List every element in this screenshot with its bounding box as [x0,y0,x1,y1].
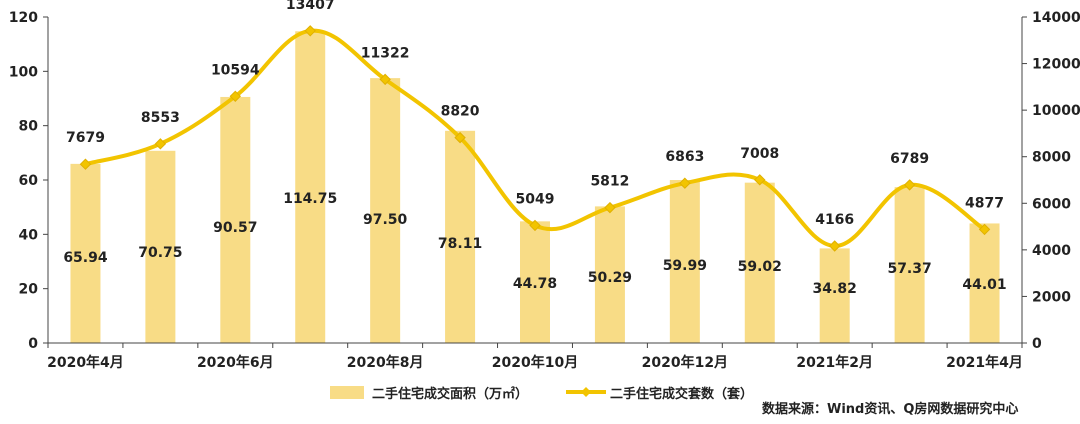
line-point [604,201,616,214]
bar [520,221,550,343]
legend-swatch-bar [330,386,364,399]
line-data-label: 8820 [441,104,480,120]
bar-label-group: 65.94 70.75 90.57 114.75 97.50 78.11 44.78 50.2… [63,191,1006,297]
bar-data-label: 57.37 [887,261,931,277]
x-tick-label: 2020年6月 [197,354,274,371]
y-left-tick-label: 120 [9,10,38,26]
line-data-label: 5812 [590,174,629,190]
line-point [978,223,991,236]
bar-data-label: 34.82 [813,281,857,297]
bar-data-label: 44.78 [513,276,557,292]
y-left-tick-label: 40 [19,227,39,243]
bar-data-label: 114.75 [283,191,337,207]
x-tick-label: 2020年12月 [642,354,728,371]
y-left-tick-label: 20 [19,282,39,298]
x-tick-label: 2020年10月 [492,354,578,371]
line-label-group: 7679 8553 10594 13407 11322 8820 5049 5812 6863 7… [66,0,1004,228]
line-point [229,90,242,103]
y-right-tick-label: 10000 [1032,103,1080,119]
bar [445,130,476,343]
x-tick-label: 2021年4月 [946,354,1023,371]
axes: 0 20 40 60 80 100 120 0 2000 4000 6000 8000 10000 120… [9,10,1080,371]
line-data-label: 4166 [815,212,854,228]
y-right-tick-label: 14000 [1032,10,1080,26]
line-point [79,158,92,170]
bar-data-label: 78.11 [438,236,482,252]
line-data-label: 11322 [361,45,410,61]
line-data-label: 8553 [141,110,180,126]
y-left-tick-label: 100 [9,64,38,80]
y-right-tick-label: 12000 [1032,57,1080,73]
bar [145,150,176,343]
bar [819,248,850,343]
y-left-tick-label: 80 [19,119,39,135]
x-tick-label: 2020年4月 [47,354,124,371]
y-left-tick-label: 0 [28,336,38,352]
legend-label-line: 二手住宅成交套数（套） [610,386,753,402]
y-right-tick-label: 4000 [1032,243,1071,259]
line-data-label: 6863 [665,149,704,165]
source-note: 数据来源：Wind资讯、Q房网数据研究中心 [762,402,1019,417]
bar-data-label: 70.75 [138,245,182,261]
bar [894,187,925,343]
bar-series [70,31,1000,343]
bar [594,206,625,343]
line-data-label: 7008 [740,146,779,162]
line-point [529,219,541,232]
line-data-label: 10594 [211,62,260,78]
bar [669,180,700,343]
line-point [454,131,466,144]
line-point [379,73,391,86]
line-point [754,174,766,186]
y-right-tick-label: 2000 [1032,289,1071,305]
line-point [903,179,916,191]
line-series [79,25,991,252]
y-right-tick-label: 8000 [1032,150,1071,166]
bar [370,78,401,343]
line-data-label: 7679 [66,130,105,146]
bar-data-label: 50.29 [588,270,632,286]
y-right-tick-label: 6000 [1032,196,1071,212]
bar [70,163,101,343]
line-point [154,138,167,150]
line-point [679,177,691,189]
bar [969,223,1000,343]
legend: 二手住宅成交面积（万㎡） 二手住宅成交套数（套） [330,386,753,402]
x-tick-label: 2021年2月 [796,354,873,371]
bar-data-label: 59.02 [738,259,782,275]
line-data-label: 4877 [965,195,1004,211]
bar [744,182,775,343]
line-data-label: 5049 [516,191,555,207]
line-data-label: 6789 [890,151,929,167]
line-point [304,25,316,37]
bar [295,31,326,343]
line-data-label: 13407 [286,0,335,13]
x-tick-label: 2020年8月 [347,354,424,371]
bar-data-label: 59.99 [663,258,707,274]
line-point [828,240,841,252]
legend-label-bar: 二手住宅成交面积（万㎡） [372,386,528,402]
y-left-tick-label: 60 [19,173,39,189]
y-right-tick-label: 0 [1032,336,1042,352]
bar-data-label: 44.01 [962,277,1006,293]
bar [220,96,251,343]
legend-swatch-marker [581,387,591,397]
bar-data-label: 97.50 [363,212,408,228]
bar-data-label: 65.94 [63,250,108,266]
bar-data-label: 90.57 [213,220,257,236]
